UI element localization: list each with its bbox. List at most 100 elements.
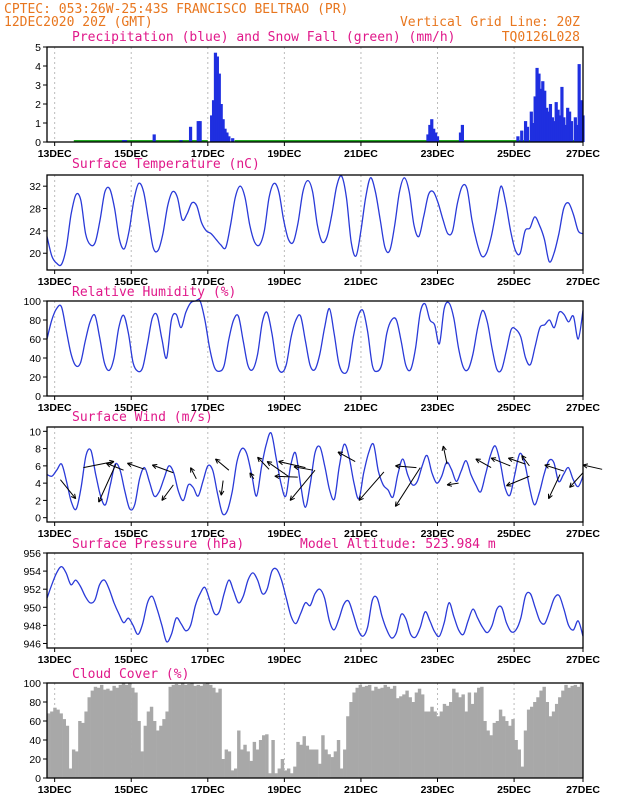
wind-arrow-head — [219, 490, 225, 496]
precip-bar — [546, 111, 551, 142]
wind-arrow-head — [249, 472, 255, 478]
y-tick-label: 5 — [35, 42, 41, 54]
wind-arrow — [544, 464, 565, 472]
cloud-bar — [579, 683, 584, 778]
cloud-bar — [498, 709, 503, 778]
cloud-bar — [177, 684, 182, 778]
cloud-bar — [551, 711, 556, 778]
x-tick-label: 25DEC — [497, 148, 531, 160]
precip-bar — [566, 107, 570, 142]
cloud-bar — [526, 709, 531, 778]
cloud-bar — [464, 711, 468, 778]
y-tick-label: 0 — [35, 391, 41, 403]
wind-arrow — [358, 471, 385, 501]
wind-arrow-head — [337, 451, 344, 457]
cloud-bar — [324, 749, 328, 778]
cloud-bar — [330, 757, 334, 778]
wind-arrow-head — [395, 463, 401, 469]
x-tick-label: 19DEC — [267, 654, 301, 666]
x-tick-label: 23DEC — [421, 528, 455, 540]
cloud-bar — [255, 749, 260, 778]
cloud-bar — [290, 773, 294, 778]
cloud-bar — [296, 741, 300, 778]
cloud-bar — [402, 694, 406, 778]
cloud-bar — [505, 721, 509, 778]
x-tick-label: 25DEC — [497, 654, 531, 666]
cloud-bar — [523, 730, 528, 778]
cloud-bar — [564, 684, 568, 778]
cloud-bar — [445, 705, 450, 778]
cloud-bar — [190, 683, 194, 778]
cloud-bar — [193, 685, 197, 778]
cloud-bar — [71, 749, 76, 778]
panel-frame — [46, 426, 584, 523]
precip-bar — [213, 52, 218, 143]
cloud-bar — [156, 730, 160, 778]
cloud-bar — [361, 686, 366, 778]
cloud-bar — [570, 685, 574, 778]
x-tick-label: 27DEC — [566, 528, 600, 540]
cloud-bar — [124, 684, 129, 778]
panel-title: Cloud Cover (%) — [72, 667, 189, 682]
y-tick-label: 0 — [35, 773, 41, 785]
precip-bar — [541, 81, 545, 142]
wind-arrow — [127, 462, 145, 470]
x-tick-label: 13DEC — [38, 528, 72, 540]
temperature-line — [46, 175, 584, 267]
panel-precip: 0 1 2 3 4 5 13DEC 15DEC 17DEC 19DEC 21DEC 23DEC 25DE… — [35, 30, 600, 160]
cloud-bar — [386, 686, 391, 778]
cloud-bar — [433, 711, 437, 778]
cloud-bar — [436, 716, 440, 778]
cloud-bar — [96, 687, 101, 778]
cloud-bar — [199, 685, 204, 778]
wind-arrow — [98, 463, 117, 503]
cloud-bar — [508, 725, 512, 778]
cloud-bar — [137, 721, 141, 778]
wind-arrow — [548, 474, 561, 499]
cloud-bar — [81, 722, 85, 778]
precip-bar — [435, 136, 440, 142]
wind-arrow — [475, 458, 492, 469]
y-tick-label: 20 — [29, 372, 41, 384]
panel-frame — [46, 682, 584, 779]
cloud-bar — [501, 716, 506, 778]
cloud-bar — [258, 740, 263, 778]
precip-bar — [548, 104, 553, 142]
cloud-bar — [336, 740, 341, 778]
wind-arrow-head — [161, 495, 167, 501]
wind-arrow-head — [70, 493, 77, 500]
cloud-bar — [233, 768, 238, 778]
cloud-bar — [274, 773, 278, 778]
precip-bar — [458, 132, 463, 142]
wind-arrow — [161, 484, 174, 501]
cloud-bar — [249, 760, 253, 778]
precip-bar — [529, 111, 533, 142]
cloud-bar — [458, 697, 462, 778]
cloud-bar — [146, 711, 151, 778]
cloud-bar — [399, 696, 403, 778]
x-tick-label: 23DEC — [421, 276, 455, 288]
cloud-bar — [417, 688, 422, 778]
cloud-bar — [246, 751, 250, 778]
cloud-bar — [181, 683, 185, 778]
panel-title: Relative Humidity (%) — [72, 285, 236, 300]
cloud-bar — [533, 702, 537, 778]
cloud-bar — [283, 770, 288, 778]
wind-arrow — [278, 461, 306, 469]
wind-arrow-head — [257, 456, 263, 463]
wind-arrow-head — [215, 458, 221, 464]
pressure-line — [46, 565, 584, 643]
precip-bar — [554, 102, 558, 142]
cloud-bar — [567, 687, 571, 778]
cloud-bar — [380, 687, 384, 778]
x-tick-label: 13DEC — [38, 654, 72, 666]
wind-arrow-head — [544, 463, 550, 469]
precip-bar — [152, 134, 156, 142]
cloud-bar — [452, 688, 456, 778]
cloud-bar — [420, 694, 425, 778]
wind-arrow-head — [266, 461, 273, 467]
x-tick-label: 19DEC — [267, 528, 301, 540]
precip-bar — [188, 126, 193, 142]
cloud-bar — [405, 690, 409, 778]
y-tick-label: 60 — [29, 334, 41, 346]
